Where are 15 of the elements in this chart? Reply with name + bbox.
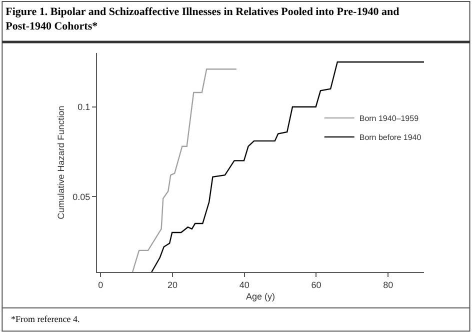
y-tick-label: 0.05 bbox=[72, 192, 90, 202]
text: *From reference 4. bbox=[11, 314, 80, 324]
x-tick-label: 20 bbox=[167, 280, 178, 290]
line-series bbox=[132, 68, 238, 272]
chart-title: Figure 1. Bipolar and Schizoaffective Illnesses in Relatives Pooled into Pre-1940 and Post-1940 Cohorts* bbox=[6, 6, 400, 32]
y-tick-label: 0.1 bbox=[78, 102, 90, 112]
line-series bbox=[151, 61, 424, 272]
y-axis-title: Cumulative Hazard Function bbox=[56, 106, 66, 220]
legend-label: Born 1940–1959 bbox=[359, 114, 420, 124]
x-tick-label: 80 bbox=[383, 280, 394, 290]
legend-label: Born before 1940 bbox=[359, 133, 422, 142]
x-tick-label: 60 bbox=[311, 280, 322, 290]
x-axis-title: Age (y) bbox=[246, 292, 276, 302]
x-tick-label: 40 bbox=[239, 280, 250, 290]
x-tick-label: 0 bbox=[98, 280, 104, 290]
